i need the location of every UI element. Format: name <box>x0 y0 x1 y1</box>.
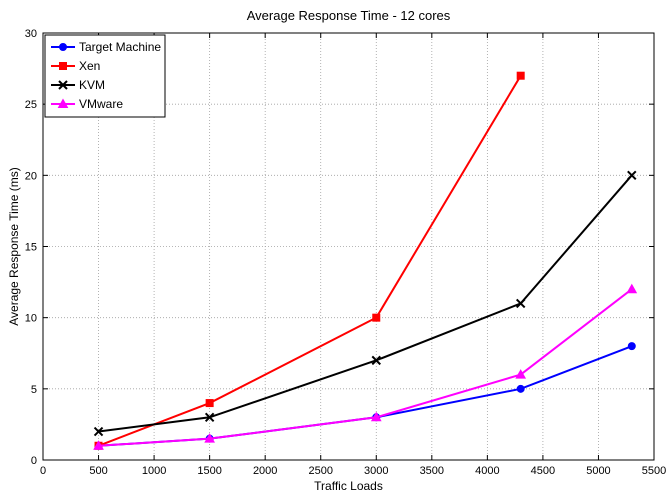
x-marker-stroke <box>371 355 381 366</box>
legend-label: VMware <box>79 97 123 111</box>
x-tick-label: 500 <box>89 465 107 477</box>
data-point <box>371 355 381 366</box>
x-tick-label: 2500 <box>308 465 332 477</box>
series-vmware <box>93 283 638 450</box>
chart-title: Average Response Time - 12 cores <box>247 8 451 23</box>
y-tick-label: 5 <box>31 384 37 396</box>
x-tick-label: 5500 <box>642 465 666 477</box>
series-line <box>98 75 522 447</box>
x-tick-label: 1000 <box>142 465 166 477</box>
x-tick-label: 0 <box>40 465 46 477</box>
x-tick-label: 1500 <box>197 465 221 477</box>
x-marker-stroke <box>93 426 104 437</box>
legend-entry: VMware <box>51 97 123 111</box>
x-axis-title: Traffic Loads <box>314 479 383 493</box>
data-point <box>205 399 214 408</box>
series-line <box>98 345 633 447</box>
data-point <box>204 433 215 443</box>
data-point <box>372 313 381 322</box>
data-point <box>93 440 104 450</box>
x-tick-label: 3500 <box>420 465 444 477</box>
legend-swatch-marker <box>59 62 67 70</box>
data-point <box>516 384 525 393</box>
y-tick-label: 25 <box>25 99 37 111</box>
data-point <box>626 283 638 294</box>
data-point <box>370 411 382 422</box>
x-tick-label: 4000 <box>475 465 499 477</box>
data-point <box>515 298 526 309</box>
legend-swatch-marker <box>57 98 69 108</box>
x-tick-label: 2000 <box>253 465 277 477</box>
data-point <box>627 170 637 181</box>
y-tick-label: 10 <box>25 313 37 325</box>
legend: Target Machine Xen KVM VMware <box>44 34 166 118</box>
y-tick-label: 0 <box>31 455 37 467</box>
x-tick-label: 4500 <box>531 465 555 477</box>
grid <box>43 33 654 460</box>
axis-ticks: 0 500 1000 1500 2000 2500 3000 3500 4000 4500 5000… <box>25 28 666 477</box>
legend-entry: KVM <box>51 78 105 92</box>
legend-label: Xen <box>79 59 100 73</box>
series-target-machine <box>94 342 636 450</box>
series-kvm <box>93 170 637 437</box>
data-point <box>516 71 525 80</box>
legend-swatch-marker <box>58 80 68 90</box>
x-marker-stroke <box>627 170 637 181</box>
data-point <box>93 426 104 437</box>
legend-label: KVM <box>79 78 105 92</box>
x-marker-stroke <box>204 412 215 423</box>
x-tick-label: 5000 <box>586 465 610 477</box>
legend-swatch-marker <box>59 43 67 51</box>
legend-entry: Xen <box>51 59 100 73</box>
x-marker-stroke <box>515 298 526 309</box>
y-tick-label: 20 <box>25 170 37 182</box>
data-point <box>204 412 215 423</box>
data-point <box>515 369 527 379</box>
series-line <box>98 174 633 433</box>
legend-entry: Target Machine <box>51 40 161 54</box>
data-point <box>627 342 636 351</box>
x-tick-label: 3000 <box>364 465 388 477</box>
legend-label: Target Machine <box>79 40 161 54</box>
x-marker-stroke <box>58 80 68 90</box>
y-tick-label: 15 <box>25 242 37 254</box>
y-tick-label: 30 <box>25 28 37 40</box>
y-axis-title: Average Response Time (ms) <box>7 167 21 326</box>
series-layer <box>93 71 638 450</box>
